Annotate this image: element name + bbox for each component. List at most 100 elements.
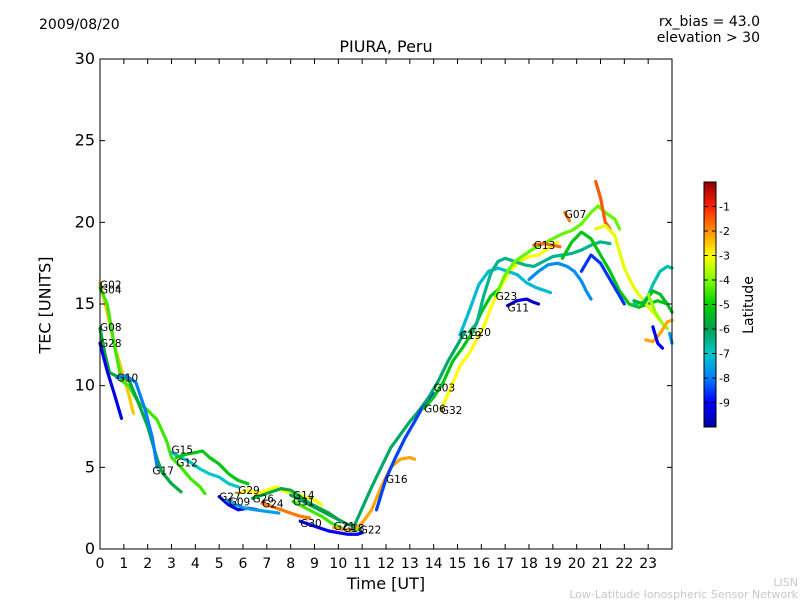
satellite-label-g23: G23 — [496, 291, 517, 303]
series-line-28 — [579, 253, 626, 306]
satellite-label-g09: G09 — [229, 497, 251, 509]
satellite-label-g21: G21 — [334, 521, 356, 533]
series-line-12 — [289, 493, 359, 528]
satellite-label-g06: G06 — [424, 404, 446, 416]
colorbar-tick-label: -2 — [719, 225, 730, 238]
series-line-23 — [506, 297, 541, 308]
series-line-14 — [298, 519, 364, 536]
colorbar-tick-label: -3 — [719, 250, 730, 263]
satellite-label-g22: G22 — [360, 524, 382, 536]
x-tick-label: 18 — [520, 556, 538, 572]
colorbar-tick-label: -8 — [719, 372, 730, 385]
series-line-29 — [594, 179, 612, 231]
series-line-3 — [98, 341, 124, 420]
series-line-18 — [422, 286, 502, 411]
satellite-label-g19: G19 — [460, 330, 482, 342]
series-line-32 — [632, 289, 674, 314]
satellite-label-g14: G14 — [293, 490, 315, 502]
satellite-label-g03: G03 — [434, 382, 456, 394]
chart-title: PIURA, Peru — [339, 37, 433, 56]
x-tick-label: 0 — [96, 556, 105, 572]
series-line-1 — [98, 286, 207, 496]
satellite-label-g27: G27 — [219, 492, 241, 504]
series-line-24 — [532, 242, 562, 249]
colorbar-tick-label: -7 — [719, 348, 730, 361]
date-label: 2009/08/20 — [39, 17, 120, 33]
series-line-5 — [169, 451, 240, 489]
x-tick-label: 2 — [143, 556, 152, 572]
series-line-30 — [594, 224, 662, 322]
colorbar: -9 -8 -7 -6 -5 -4 -3 -2 -1 — [703, 181, 730, 428]
satellite-label-g28: G28 — [100, 338, 122, 350]
x-tick-label: 5 — [215, 556, 224, 572]
y-tick-label: 15 — [75, 294, 95, 313]
satellite-label-g31: G31 — [293, 497, 315, 509]
series-line-26 — [563, 210, 572, 223]
series-layer — [98, 179, 674, 536]
series-line-16 — [351, 330, 467, 531]
satellite-label-g13: G13 — [534, 240, 556, 252]
series-line-35 — [651, 325, 665, 350]
series-line-31 — [632, 264, 674, 306]
x-tick-label: 11 — [353, 556, 371, 572]
satellite-label-g10: G10 — [117, 373, 139, 385]
x-tick-label: 16 — [472, 556, 490, 572]
x-tick-label: 23 — [639, 556, 657, 572]
y-tick-label: 20 — [75, 212, 95, 231]
y-tick-label: 5 — [85, 457, 95, 476]
satellite-label-g16: G16 — [386, 474, 408, 486]
series-line-2 — [98, 326, 183, 494]
series-line-34 — [644, 318, 674, 344]
series-line-11 — [260, 501, 312, 520]
satellite-label-g20: G20 — [469, 327, 491, 339]
x-axis-label: Time [UT] — [346, 574, 426, 593]
elevation-label: elevation > 30 — [656, 30, 760, 46]
series-line-15 — [332, 455, 417, 533]
satellite-label-g32: G32 — [441, 405, 463, 417]
x-tick-label: 4 — [191, 556, 200, 572]
x-tick-label: 15 — [449, 556, 467, 572]
satellite-label-g11: G11 — [508, 302, 530, 314]
y-tick-label: 0 — [85, 539, 95, 558]
x-tick-label: 9 — [310, 556, 319, 572]
colorbar-tick-label: -5 — [719, 299, 730, 312]
axis-layer: 0 1 2 3 4 5 6 7 8 9 10 11 12 13 14 15 16 17 18 19 20 21 22 2305… — [75, 49, 673, 572]
series-line-27 — [560, 230, 669, 309]
satellite-label-g26: G26 — [253, 493, 275, 505]
x-tick-label: 14 — [425, 556, 443, 572]
series-line-4 — [115, 374, 159, 469]
x-tick-label: 20 — [568, 556, 586, 572]
x-tick-label: 22 — [615, 556, 633, 572]
satellite-label-g30: G30 — [300, 518, 322, 530]
satellite-label-g12: G12 — [176, 457, 198, 469]
colorbar-tick-label: -4 — [719, 274, 730, 287]
satellite-label-g04: G04 — [100, 284, 122, 296]
series-line-6 — [174, 449, 250, 486]
x-tick-label: 8 — [286, 556, 295, 572]
credit-network: Low-Latitude Ionospheric Sensor Network — [569, 588, 798, 601]
x-tick-label: 12 — [377, 556, 395, 572]
x-tick-label: 7 — [262, 556, 271, 572]
colorbar-tick-label: -6 — [719, 323, 730, 336]
x-tick-label: 3 — [167, 556, 176, 572]
y-tick-label: 25 — [75, 131, 95, 150]
series-line-19 — [439, 240, 560, 412]
credit-lisn: LISN — [773, 576, 798, 589]
rx-bias-label: rx_bias = 43.0 — [658, 14, 760, 30]
y-tick-label: 30 — [75, 49, 95, 68]
x-tick-label: 10 — [329, 556, 347, 572]
satellite-label-g02: G02 — [100, 279, 122, 291]
satellite-label-g08: G08 — [100, 322, 122, 334]
series-line-8 — [224, 498, 281, 515]
x-tick-label: 19 — [544, 556, 562, 572]
satellite-label-g18: G18 — [343, 523, 365, 535]
satellite-label-g24: G24 — [262, 498, 284, 510]
y-tick-label: 10 — [75, 376, 95, 395]
satellite-label-g07: G07 — [565, 209, 587, 221]
colorbar-tick-label: -1 — [719, 201, 730, 214]
satellite-label-g15: G15 — [172, 444, 194, 456]
x-tick-label: 17 — [496, 556, 514, 572]
x-tick-label: 6 — [239, 556, 248, 572]
